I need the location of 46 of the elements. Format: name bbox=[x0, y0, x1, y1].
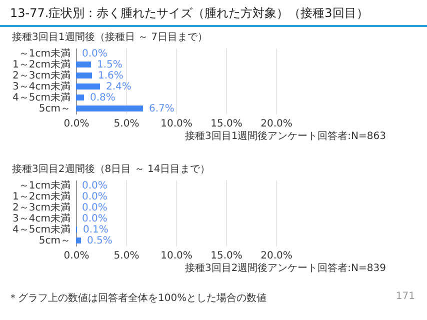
y-tick-label: 4～5cm未満 bbox=[12, 92, 70, 104]
x-tick-label: 20.0% bbox=[260, 118, 292, 130]
y-tick-label: 1～2cm未満 bbox=[12, 190, 70, 202]
y-tick-label: 2～3cm未満 bbox=[12, 202, 70, 214]
chart-title: 接種3回目2週間後（8日目 ～ 14日目まで） bbox=[12, 163, 210, 175]
y-tick-label: 2～3cm未満 bbox=[12, 70, 70, 82]
data-label: 0.8% bbox=[90, 92, 116, 104]
data-label: 1.6% bbox=[98, 70, 124, 82]
text: 接種3回目2週間後アンケート回答者:N=839 bbox=[184, 262, 386, 274]
y-tick-label: 1～2cm未満 bbox=[12, 58, 70, 70]
bar bbox=[76, 94, 84, 100]
bar bbox=[76, 62, 91, 68]
text: 接種3回目1週間後アンケート回答者:N=863 bbox=[184, 130, 386, 142]
data-label: 0.0% bbox=[82, 180, 108, 192]
y-tick-label: ～1cm未満 bbox=[18, 48, 70, 60]
data-label: 0.0% bbox=[82, 192, 108, 202]
x-tick-label: 5.0% bbox=[114, 250, 140, 262]
y-tick-label: ～1cm未満 bbox=[18, 180, 70, 192]
data-label: 6.7% bbox=[149, 104, 174, 114]
data-label: 0.0% bbox=[82, 214, 108, 224]
data-label: 0.0% bbox=[82, 48, 108, 60]
data-label: 1.5% bbox=[97, 60, 122, 70]
y-tick-label: 3～4cm未満 bbox=[12, 212, 70, 224]
x-tick-label: 0.0% bbox=[64, 250, 90, 262]
x-tick-label: 10.0% bbox=[160, 250, 192, 262]
y-tick-label: 4～5cm未満 bbox=[12, 224, 70, 236]
data-label: 0.0% bbox=[82, 202, 108, 214]
x-tick-label: 15.0% bbox=[210, 250, 242, 262]
bar bbox=[76, 106, 143, 112]
y-tick-label: 3～4cm未満 bbox=[12, 80, 70, 92]
data-label: 2.4% bbox=[106, 82, 132, 92]
data-label: 0.5% bbox=[87, 236, 112, 246]
chart-title: 13-77.症状別：赤く腫れたサイズ（腫れた方対象）（接種3回目） bbox=[0, 0, 427, 27]
bar bbox=[76, 84, 100, 90]
y-tick-label: 5cm～ bbox=[38, 236, 70, 246]
chart-subtitle: 接種3回目1週間後（接種日 ～ 7日目まで） bbox=[12, 31, 208, 43]
y-tick-label: 5cm～ bbox=[38, 104, 70, 114]
x-tick-label: 15.0% bbox=[210, 118, 242, 130]
x-tick-label: 10.0% bbox=[160, 118, 192, 130]
bar bbox=[76, 72, 92, 78]
x-tick-label: 20.0% bbox=[260, 250, 292, 262]
x-tick-label: 5.0% bbox=[114, 118, 140, 130]
text: 171 bbox=[396, 291, 415, 304]
data-label: 0.1% bbox=[83, 224, 108, 236]
x-tick-label: 0.0% bbox=[64, 118, 90, 130]
text: ＊グラフ上の数値は回答者全体を100%とした場合の数値 bbox=[8, 292, 267, 305]
